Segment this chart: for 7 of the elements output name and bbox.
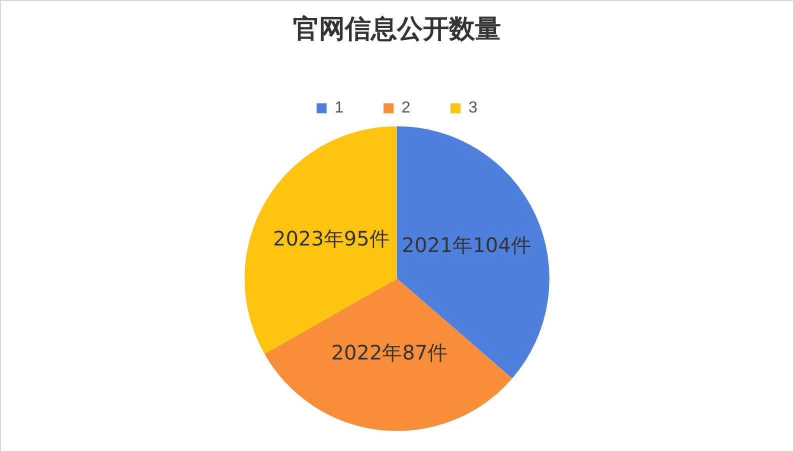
data-label: 2021年104件	[402, 233, 531, 258]
legend-label: 1	[334, 100, 344, 117]
legend-label: 3	[468, 100, 478, 117]
legend-label: 2	[402, 100, 411, 117]
chart-title: 官网信息公开数量	[293, 14, 501, 44]
data-label: 2022年87件	[331, 340, 448, 365]
data-label: 2023年95件	[272, 226, 390, 250]
